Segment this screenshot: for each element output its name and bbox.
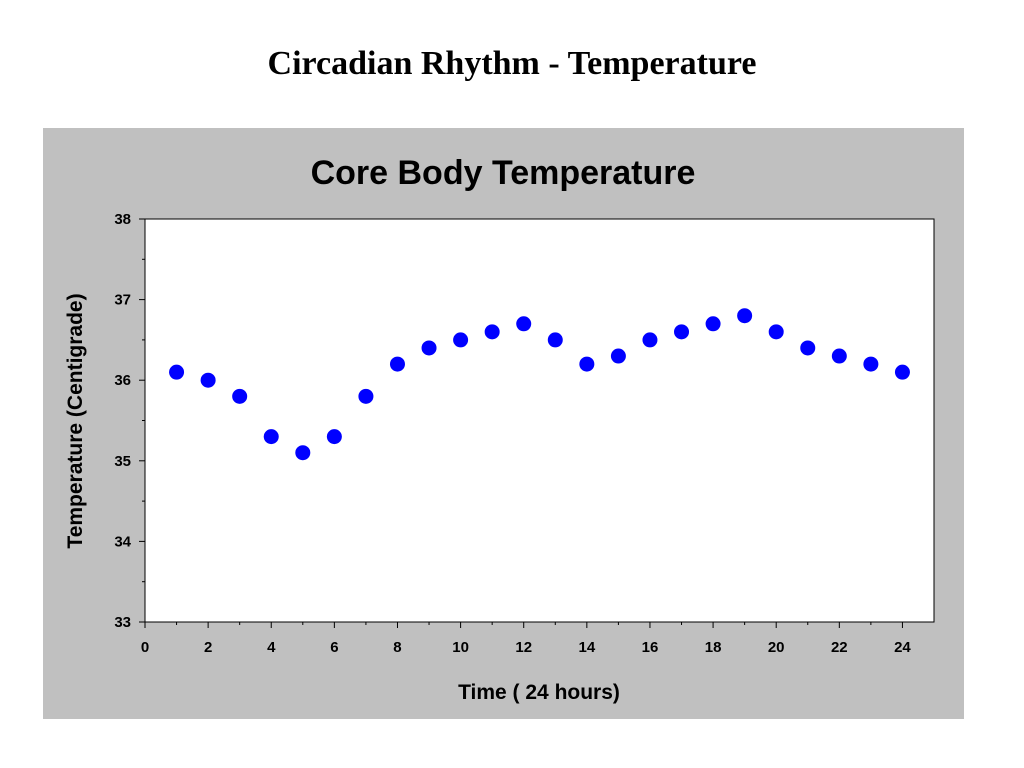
x-tick-label: 4 (267, 639, 276, 656)
y-tick-label: 38 (114, 211, 131, 228)
x-axis: 0 2 4 6 8 10 12 14 16 18 20 22 24 (141, 622, 911, 656)
data-point (705, 316, 721, 332)
data-point (894, 364, 910, 380)
data-point (232, 388, 248, 404)
x-tick-label: 6 (330, 639, 338, 656)
y-axis: 33 34 35 36 37 38 (114, 211, 145, 631)
x-tick-label: 16 (642, 639, 659, 656)
data-point (326, 429, 342, 445)
data-point (642, 332, 658, 348)
data-point (263, 429, 279, 445)
data-point (295, 445, 311, 461)
data-point (547, 332, 563, 348)
data-point (358, 388, 374, 404)
y-tick-label: 36 (114, 372, 131, 389)
y-tick-label: 33 (114, 614, 131, 631)
data-point (610, 348, 626, 364)
data-point (516, 316, 532, 332)
data-point (800, 340, 816, 356)
slide-title: Circadian Rhythm - Temperature (267, 45, 757, 82)
data-point (200, 372, 216, 388)
x-tick-label: 24 (894, 639, 911, 656)
data-point (674, 324, 690, 340)
x-tick-label: 20 (768, 639, 785, 656)
y-tick-label: 35 (114, 453, 131, 470)
x-tick-label: 22 (831, 639, 848, 656)
x-tick-label: 18 (705, 639, 722, 656)
data-point (863, 356, 879, 372)
data-point (579, 356, 595, 372)
data-point (453, 332, 469, 348)
data-point (831, 348, 847, 364)
x-tick-label: 12 (515, 639, 532, 656)
x-axis-label: Time ( 24 hours) (458, 681, 620, 704)
data-point (421, 340, 437, 356)
data-point (737, 308, 753, 324)
x-tick-label: 2 (204, 639, 212, 656)
y-tick-label: 37 (114, 292, 131, 309)
data-point (484, 324, 500, 340)
x-tick-label: 10 (452, 639, 469, 656)
x-tick-label: 8 (393, 639, 401, 656)
y-tick-label: 34 (114, 533, 131, 550)
data-point (169, 364, 185, 380)
x-tick-label: 0 (141, 639, 149, 656)
plot-area (144, 218, 935, 623)
data-point (389, 356, 405, 372)
y-axis-label: Temperature (Centigrade) (64, 293, 87, 548)
x-tick-label: 14 (578, 639, 595, 656)
chart-title: Core Body Temperature (311, 154, 696, 192)
data-point (768, 324, 784, 340)
data-points (169, 308, 910, 461)
